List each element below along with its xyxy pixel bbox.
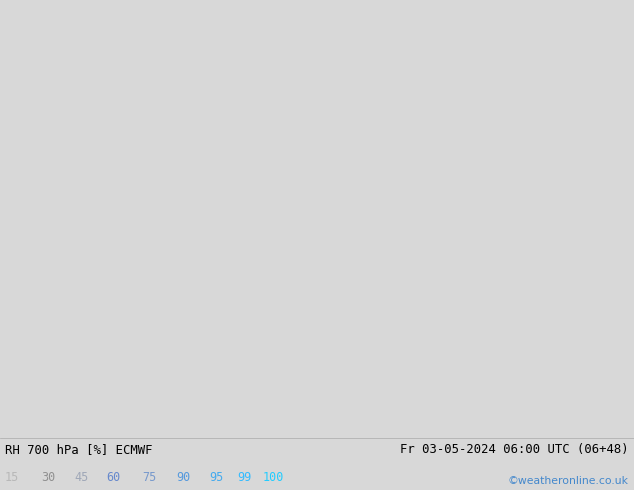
Text: 100: 100 [263,471,285,484]
Text: 60: 60 [107,471,120,484]
Text: 95: 95 [209,471,223,484]
Text: 30: 30 [41,471,55,484]
Text: 45: 45 [75,471,89,484]
Text: 15: 15 [5,471,19,484]
Text: 75: 75 [143,471,157,484]
Text: 90: 90 [176,471,190,484]
Text: RH 700 hPa [%] ECMWF: RH 700 hPa [%] ECMWF [5,443,153,456]
Text: ©weatheronline.co.uk: ©weatheronline.co.uk [508,476,629,486]
Text: Fr 03-05-2024 06:00 UTC (06+48): Fr 03-05-2024 06:00 UTC (06+48) [400,443,629,456]
Text: 99: 99 [238,471,252,484]
